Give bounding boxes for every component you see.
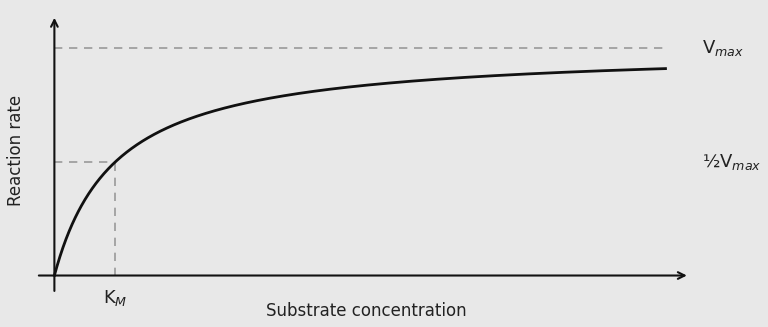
Text: V$_{max}$: V$_{max}$	[702, 38, 744, 58]
Text: ½V$_{max}$: ½V$_{max}$	[702, 152, 762, 172]
Y-axis label: Reaction rate: Reaction rate	[7, 95, 25, 206]
X-axis label: Substrate concentration: Substrate concentration	[266, 302, 466, 320]
Text: K$_{M}$: K$_{M}$	[103, 288, 127, 308]
